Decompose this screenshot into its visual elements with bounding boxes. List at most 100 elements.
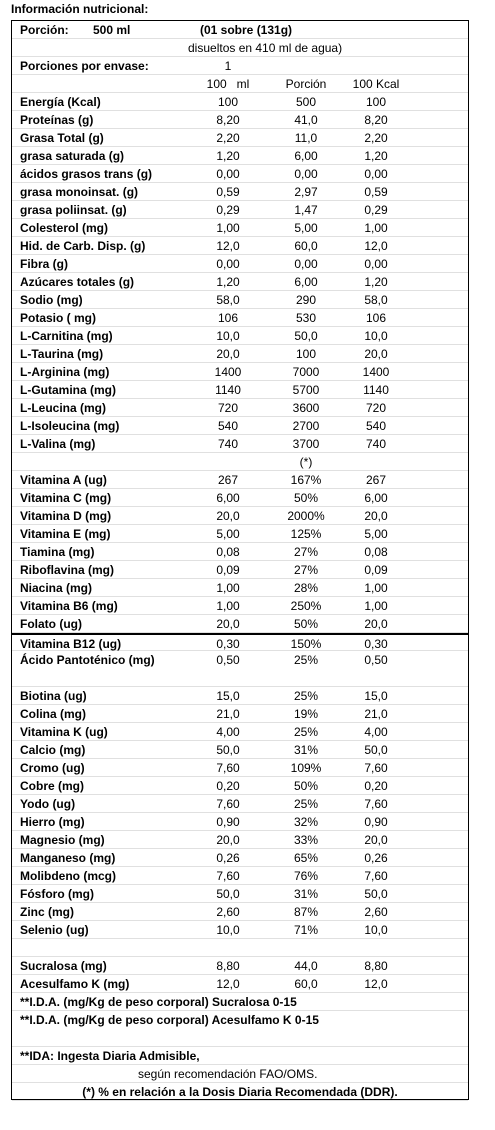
- nutrient-value: 5700: [292, 383, 320, 397]
- nutrient-name: Vitamina B12 (ug): [20, 637, 122, 651]
- table-row: Zinc (mg) 2,60 87% 2,60: [12, 903, 468, 921]
- nutrient-name: Vitamina K (ug): [20, 725, 108, 739]
- nutrient-value: 8,20: [364, 113, 388, 127]
- nutrient-value: 1140: [215, 383, 241, 397]
- nutrient-value: 6,00: [294, 275, 318, 289]
- table-row: Acesulfamo K (mg) 12,0 60,0 12,0: [12, 975, 468, 993]
- nutrient-value: 7,60: [216, 869, 240, 883]
- nutrient-value: 76%: [293, 869, 319, 883]
- nutrient-value: 150%: [290, 637, 322, 651]
- nutrient-value: 106: [365, 311, 387, 325]
- table-row: Azúcares totales (g) 1,20 6,00 1,20: [12, 273, 468, 291]
- nutrient-value: 10,0: [364, 329, 388, 343]
- nutrient-value: 0,00: [294, 257, 318, 271]
- table-row: grasa poliinsat. (g) 0,29 1,47 0,29: [12, 201, 468, 219]
- nutrient-value: 100: [217, 95, 239, 109]
- nutrient-value: 19%: [293, 707, 319, 721]
- nutrient-value: 50,0: [294, 329, 318, 343]
- nutrient-value: 65%: [293, 851, 319, 865]
- nutrient-value: 0,00: [216, 167, 240, 181]
- nutrient-name: grasa poliinsat. (g): [20, 203, 127, 217]
- nutrient-value: 7,60: [216, 761, 240, 775]
- table-row: Vitamina K (ug) 4,00 25% 4,00: [12, 723, 468, 741]
- nutrient-value: 0,20: [364, 779, 388, 793]
- table-row: L-Valina (mg) 740 3700 740: [12, 435, 468, 453]
- nutrient-value: 27%: [293, 563, 319, 577]
- nutrient-value: 12,0: [364, 977, 388, 991]
- nutrient-value: 6,00: [216, 491, 240, 505]
- table-row: Molibdeno (mcg) 7,60 76% 7,60: [12, 867, 468, 885]
- table-row: Riboflavina (mg) 0,09 27% 0,09: [12, 561, 468, 579]
- nutrient-value: 6,00: [294, 149, 318, 163]
- nutrient-name: grasa saturada (g): [20, 149, 125, 163]
- nutrient-value: 0,00: [216, 257, 240, 271]
- table-row: (*) % en relación a la Dosis Diaria Reco…: [12, 1083, 468, 1101]
- nutrient-value: 0,00: [364, 257, 388, 271]
- nutrient-name: Colina (mg): [20, 707, 86, 721]
- table-row: Tiamina (mg) 0,08 27% 0,08: [12, 543, 468, 561]
- nutrient-value: 1400: [362, 365, 390, 379]
- nutrient-name: Selenio (ug): [20, 923, 89, 937]
- nutrient-value: 0,09: [364, 563, 388, 577]
- nutrient-name: Manganeso (mg): [20, 851, 116, 865]
- servings-label: Porciones por envase:: [20, 59, 149, 73]
- table-row: Vitamina B6 (mg) 1,00 250% 1,00: [12, 597, 468, 615]
- nutrient-name: Magnesio (mg): [20, 833, 105, 847]
- table-row: Calcio (mg) 50,0 31% 50,0: [12, 741, 468, 759]
- footnote: (*) % en relación a la Dosis Diaria Reco…: [82, 1085, 398, 1099]
- nutrient-name: Hid. de Carb. Disp. (g): [20, 239, 146, 253]
- nutrient-value: 100: [365, 95, 387, 109]
- nutrient-value: 5,00: [294, 221, 318, 235]
- nutrient-value: 1,47: [294, 203, 318, 217]
- nutrient-name: L-Isoleucina (mg): [20, 419, 120, 433]
- nutrient-name: Molibdeno (mcg): [20, 869, 116, 883]
- nutrient-value: 7,60: [216, 797, 240, 811]
- nutrient-name: Proteínas (g): [20, 113, 94, 127]
- nutrient-value: 267: [365, 473, 387, 487]
- nutrient-name: Niacina (mg): [20, 581, 93, 595]
- nutrient-value: 7000: [292, 365, 320, 379]
- table-row: Proteínas (g) 8,20 41,0 8,20: [12, 111, 468, 129]
- table-row: 100 ml Porción 100 Kcal: [12, 75, 468, 93]
- table-row: Fibra (g) 0,00 0,00 0,00: [12, 255, 468, 273]
- nutrient-value: 1,20: [216, 149, 240, 163]
- title: Información nutricional:: [11, 2, 149, 16]
- nutrient-value: 720: [217, 401, 239, 415]
- nutrient-value: 0,50: [216, 653, 240, 667]
- footnote: **I.D.A. (mg/Kg de peso corporal) Acesul…: [20, 1013, 319, 1027]
- table-row: disueltos en 410 ml de agua): [12, 39, 468, 57]
- nutrient-name: Potasio ( mg): [20, 311, 97, 325]
- nutrient-value: 290: [295, 293, 317, 307]
- column-header: 100 ml: [206, 77, 250, 91]
- nutrient-value: 50%: [293, 779, 319, 793]
- nutrient-value: 0,26: [364, 851, 388, 865]
- nutrient-value: 50,0: [216, 743, 240, 757]
- nutrient-name: L-Valina (mg): [20, 437, 96, 451]
- nutrient-value: 2000%: [287, 509, 325, 523]
- table-row: (*): [12, 453, 468, 471]
- nutrient-value: 7,60: [364, 761, 388, 775]
- nutrient-name: Zinc (mg): [20, 905, 74, 919]
- column-header: Porción: [285, 77, 327, 91]
- nutrient-value: 50%: [293, 617, 319, 631]
- nutrient-value: 60,0: [294, 977, 318, 991]
- table-row: L-Gutamina (mg) 1140 5700 1140: [12, 381, 468, 399]
- nutrient-value: 12,0: [364, 239, 388, 253]
- nutrient-value: 25%: [293, 797, 319, 811]
- nutrient-value: 2,60: [364, 905, 388, 919]
- nutrient-value: 50,0: [364, 743, 388, 757]
- table-row: Porciones por envase: 1: [12, 57, 468, 75]
- nutrient-name: Energía (Kcal): [20, 95, 101, 109]
- nutrient-value: 1,20: [364, 275, 388, 289]
- nutrient-value: 1,00: [216, 221, 240, 235]
- nutrient-name: Cobre (mg): [20, 779, 84, 793]
- nutrient-value: 3700: [292, 437, 320, 451]
- nutrient-value: 1,20: [364, 149, 388, 163]
- nutrient-value: 33%: [293, 833, 319, 847]
- table-row: L-Leucina (mg) 720 3600 720: [12, 399, 468, 417]
- table-row: según recomendación FAO/OMS.: [12, 1065, 468, 1083]
- nutrient-name: grasa monoinsat. (g): [20, 185, 139, 199]
- nutrient-name: Hierro (mg): [20, 815, 85, 829]
- nutrient-name: Cromo (ug): [20, 761, 85, 775]
